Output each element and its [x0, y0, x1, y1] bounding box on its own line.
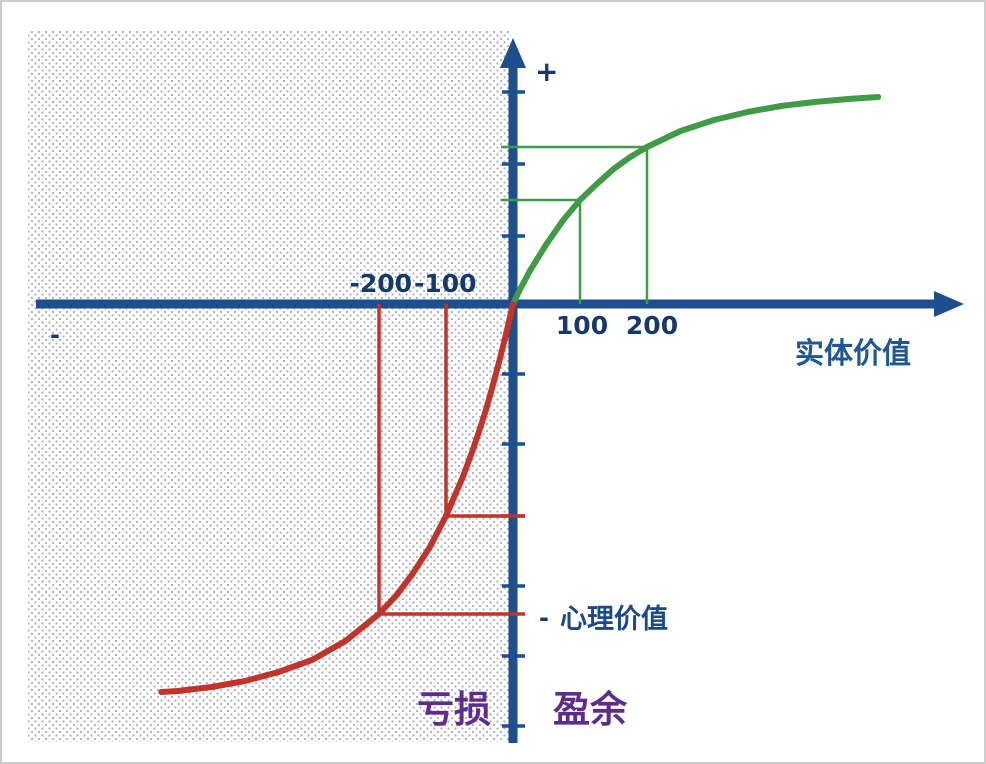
loss-quadrant-label: 亏损	[417, 688, 491, 731]
y-axis-minus-sign: -	[539, 604, 549, 632]
x-axis-label: 实体价值	[795, 336, 911, 370]
dotted-loss-region	[28, 30, 511, 742]
gain-quadrant-label: 盈余	[553, 688, 628, 731]
losses-reference-lines	[377, 304, 525, 616]
x-axis-arrow	[934, 291, 964, 317]
losses-curve	[158, 301, 516, 695]
minus-sign-left: -	[50, 321, 60, 349]
x-tick-label-neg100: -100	[414, 269, 477, 298]
x-tick-label-neg200: -200	[349, 269, 412, 298]
plus-sign: +	[535, 55, 558, 88]
x-tick-label-100: 100	[556, 311, 608, 340]
gains-reference-lines	[501, 145, 649, 304]
x-tick-label-200: 200	[626, 311, 678, 340]
gains-curve	[510, 94, 882, 307]
y-axis-label: 心理价值	[560, 604, 668, 635]
y-axis-arrow	[500, 38, 526, 68]
